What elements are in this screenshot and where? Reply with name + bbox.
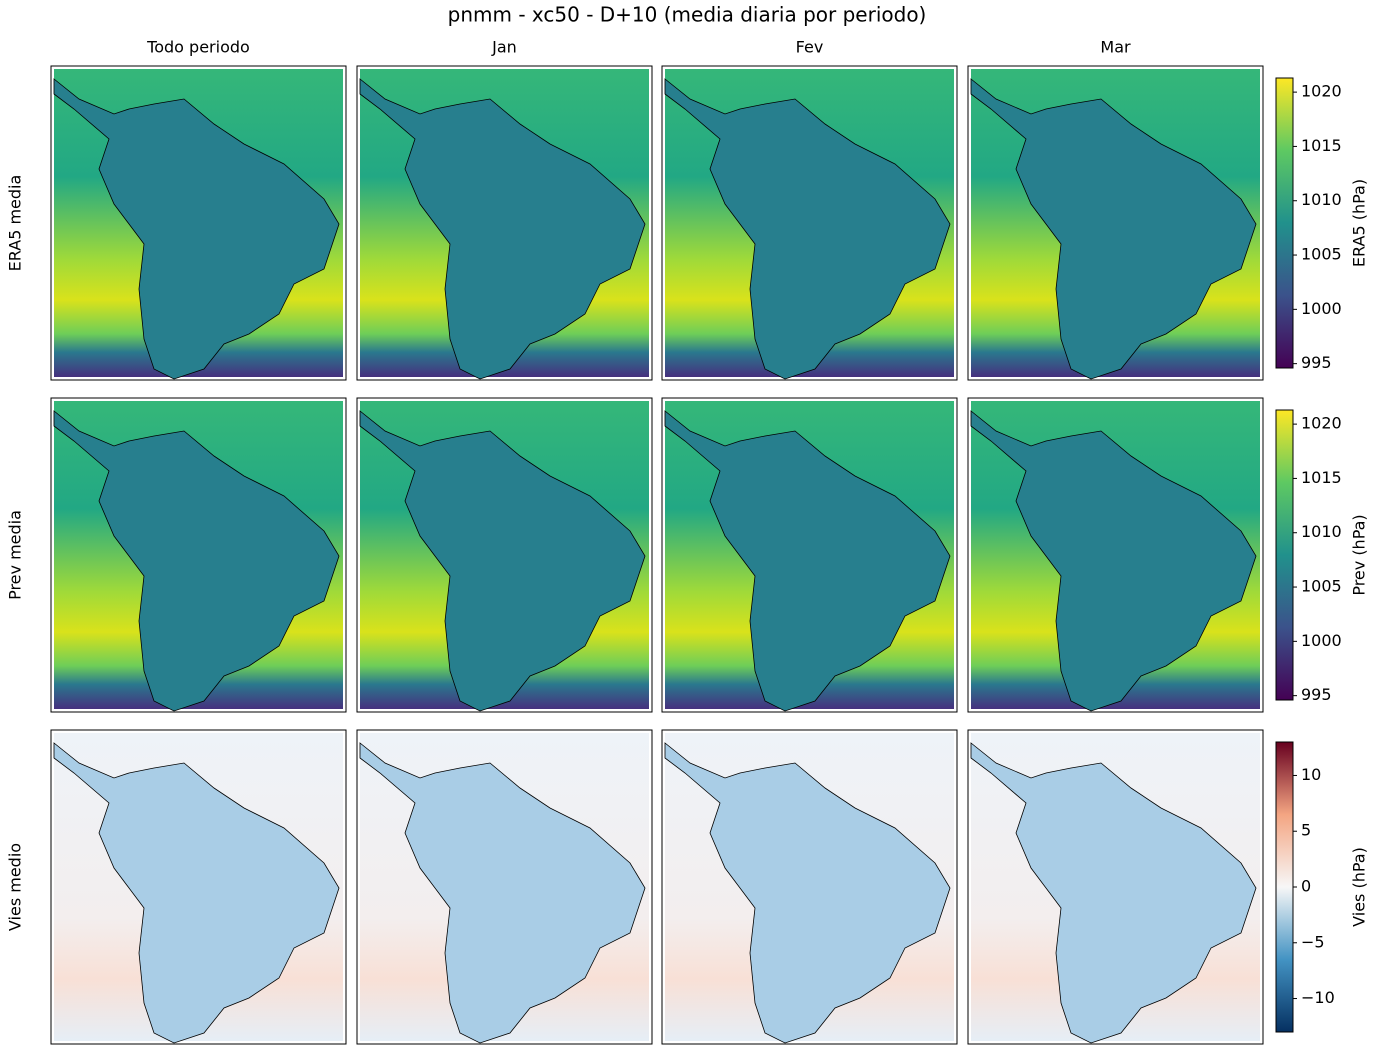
colorbar-tick-label: 5 <box>1301 821 1311 840</box>
map-frame <box>661 65 958 381</box>
figure-title: pnmm - xc50 - D+10 (media diaria por per… <box>448 3 927 27</box>
colorbar-tick-label: 995 <box>1301 353 1332 372</box>
map-panel <box>50 65 347 381</box>
map-frame <box>50 729 347 1045</box>
map-frame <box>967 729 1264 1045</box>
map-panel <box>661 65 958 381</box>
colorbar-tick-label: 0 <box>1301 877 1311 896</box>
colorbar-label: ERA5 (hPa) <box>1350 179 1369 267</box>
row-label: Vies medio <box>6 843 25 931</box>
colorbar <box>1275 741 1294 1033</box>
colorbar-tick-label: 1005 <box>1301 577 1342 596</box>
colorbar-tick-label: 10 <box>1301 765 1321 784</box>
colorbar-tick-label: 1015 <box>1301 136 1342 155</box>
map-panel <box>967 65 1264 381</box>
map-panel <box>50 729 347 1045</box>
row-label: ERA5 media <box>6 175 25 272</box>
map-panel <box>50 397 347 713</box>
map-panel <box>356 65 653 381</box>
column-title: Fev <box>796 38 824 57</box>
map-frame <box>661 397 958 713</box>
map-frame <box>356 65 653 381</box>
column-title: Todo periodo <box>146 38 250 57</box>
map-frame <box>50 397 347 713</box>
colorbar-tick-label: 995 <box>1301 685 1332 704</box>
map-panel <box>661 397 958 713</box>
row-label: Prev media <box>6 510 25 600</box>
colorbar-tick-label: 1020 <box>1301 414 1342 433</box>
map-frame <box>356 729 653 1045</box>
map-frame <box>661 729 958 1045</box>
map-panel <box>661 729 958 1045</box>
map-frame <box>50 65 347 381</box>
column-title: Mar <box>1100 38 1131 57</box>
colorbar-tick-label: 1020 <box>1301 82 1342 101</box>
map-panel <box>967 729 1264 1045</box>
map-panel <box>967 397 1264 713</box>
colorbar-tick-label: 1015 <box>1301 468 1342 487</box>
map-frame <box>967 65 1264 381</box>
map-panel <box>356 397 653 713</box>
column-title: Jan <box>491 38 517 57</box>
colorbar-tick-label: 1000 <box>1301 631 1342 650</box>
colorbar <box>1275 77 1294 369</box>
colorbar-tick-label: 1005 <box>1301 245 1342 264</box>
map-frame <box>356 397 653 713</box>
map-panel <box>356 729 653 1045</box>
colorbar-tick-label: 1010 <box>1301 190 1342 209</box>
colorbar-tick-label: −5 <box>1301 932 1325 951</box>
colorbar-label: Vies (hPa) <box>1350 847 1369 927</box>
map-frame <box>967 397 1264 713</box>
colorbar-tick-label: 1000 <box>1301 299 1342 318</box>
colorbar-label: Prev (hPa) <box>1350 514 1369 595</box>
colorbar <box>1275 409 1294 701</box>
colorbar-tick-label: 1010 <box>1301 522 1342 541</box>
colorbar-tick-label: −10 <box>1301 988 1335 1007</box>
